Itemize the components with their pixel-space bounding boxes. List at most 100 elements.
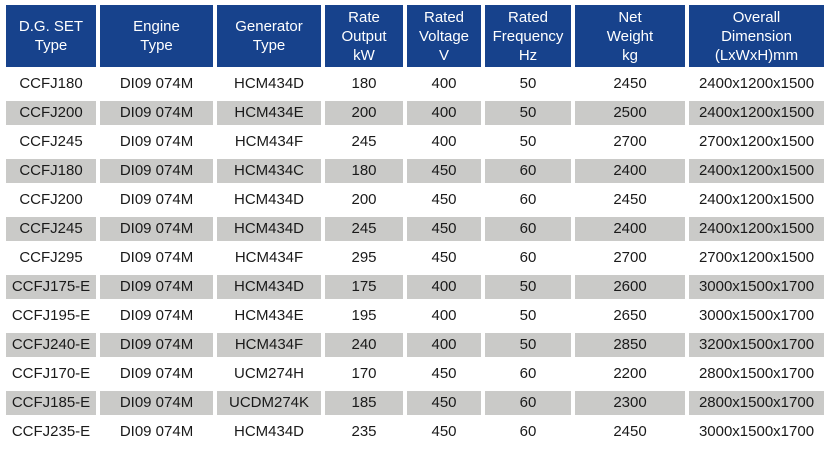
- table-cell: 2400x1200x1500: [689, 217, 824, 241]
- table-cell: 195: [325, 304, 403, 328]
- table-row: CCFJ245 DI09 074M HCM434F 245 400 50 2700 2700x…: [6, 130, 824, 154]
- table-cell: 400: [407, 333, 481, 357]
- dg-set-spec-table: D.G. SET Type Engine Type Generator Type…: [2, 0, 828, 449]
- table-cell: 60: [485, 246, 571, 270]
- table-cell: HCM434C: [217, 159, 321, 183]
- table-cell: CCFJ240-E: [6, 333, 96, 357]
- table-cell: HCM434D: [217, 420, 321, 444]
- table-cell: 3000x1500x1700: [689, 420, 824, 444]
- table-cell: 60: [485, 391, 571, 415]
- table-cell: 3000x1500x1700: [689, 304, 824, 328]
- table-cell: DI09 074M: [100, 246, 213, 270]
- table-cell: DI09 074M: [100, 333, 213, 357]
- table-cell: 400: [407, 101, 481, 125]
- table-cell: CCFJ195-E: [6, 304, 96, 328]
- table-cell: 2450: [575, 188, 685, 212]
- table-row: CCFJ200 DI09 074M HCM434D 200 450 60 2450 2400x…: [6, 188, 824, 212]
- table-cell: 2700: [575, 130, 685, 154]
- table-row: CCFJ175-E DI09 074M HCM434D 175 400 50 2600 300…: [6, 275, 824, 299]
- table-cell: 450: [407, 188, 481, 212]
- table-cell: UCM274H: [217, 362, 321, 386]
- table-cell: DI09 074M: [100, 420, 213, 444]
- table-cell: HCM434F: [217, 130, 321, 154]
- table-cell: DI09 074M: [100, 159, 213, 183]
- table-cell: 2450: [575, 72, 685, 96]
- table-cell: 50: [485, 130, 571, 154]
- table-row: CCFJ295 DI09 074M HCM434F 295 450 60 2700 2700x…: [6, 246, 824, 270]
- table-cell: DI09 074M: [100, 130, 213, 154]
- table-cell: 180: [325, 72, 403, 96]
- table-row: CCFJ185-E DI09 074M UCDM274K 185 450 60 2300 28…: [6, 391, 824, 415]
- table-cell: HCM434F: [217, 246, 321, 270]
- table-cell: 50: [485, 333, 571, 357]
- table-cell: 2400: [575, 217, 685, 241]
- table-cell: 2600: [575, 275, 685, 299]
- col-header-engine-type: Engine Type: [100, 5, 213, 67]
- table-cell: DI09 074M: [100, 304, 213, 328]
- table-cell: 60: [485, 362, 571, 386]
- table-cell: 200: [325, 188, 403, 212]
- table-cell: DI09 074M: [100, 275, 213, 299]
- table-header: D.G. SET Type Engine Type Generator Type…: [6, 5, 824, 67]
- table-cell: 450: [407, 159, 481, 183]
- table-cell: 240: [325, 333, 403, 357]
- table-cell: HCM434D: [217, 72, 321, 96]
- table-body: CCFJ180 DI09 074M HCM434D 180 400 50 2450 2400x…: [6, 72, 824, 444]
- table-cell: 2800x1500x1700: [689, 391, 824, 415]
- table-cell: HCM434F: [217, 333, 321, 357]
- table-cell: 170: [325, 362, 403, 386]
- spec-table-container: D.G. SET Type Engine Type Generator Type…: [2, 0, 828, 449]
- table-cell: HCM434D: [217, 275, 321, 299]
- col-header-dg-set-type: D.G. SET Type: [6, 5, 96, 67]
- table-row: CCFJ170-E DI09 074M UCM274H 170 450 60 2200 280…: [6, 362, 824, 386]
- col-header-rated-voltage: Rated Voltage V: [407, 5, 481, 67]
- table-cell: 200: [325, 101, 403, 125]
- table-cell: 2650: [575, 304, 685, 328]
- table-cell: 60: [485, 188, 571, 212]
- table-header-row: D.G. SET Type Engine Type Generator Type…: [6, 5, 824, 67]
- table-cell: 50: [485, 275, 571, 299]
- table-cell: 450: [407, 420, 481, 444]
- table-cell: 450: [407, 246, 481, 270]
- table-cell: 295: [325, 246, 403, 270]
- table-cell: 2400x1200x1500: [689, 188, 824, 212]
- table-cell: 50: [485, 101, 571, 125]
- table-cell: 2400x1200x1500: [689, 72, 824, 96]
- table-cell: CCFJ170-E: [6, 362, 96, 386]
- table-row: CCFJ240-E DI09 074M HCM434F 240 400 50 2850 320…: [6, 333, 824, 357]
- table-row: CCFJ180 DI09 074M HCM434C 180 450 60 2400 2400x…: [6, 159, 824, 183]
- table-cell: 2300: [575, 391, 685, 415]
- table-cell: CCFJ185-E: [6, 391, 96, 415]
- table-cell: CCFJ245: [6, 217, 96, 241]
- table-cell: 60: [485, 159, 571, 183]
- col-header-net-weight: Net Weight kg: [575, 5, 685, 67]
- table-cell: 50: [485, 72, 571, 96]
- table-cell: 2700x1200x1500: [689, 246, 824, 270]
- table-cell: 400: [407, 72, 481, 96]
- table-cell: DI09 074M: [100, 391, 213, 415]
- table-cell: 2400: [575, 159, 685, 183]
- table-cell: DI09 074M: [100, 101, 213, 125]
- table-cell: 400: [407, 130, 481, 154]
- table-cell: 245: [325, 217, 403, 241]
- table-cell: 3000x1500x1700: [689, 275, 824, 299]
- table-cell: DI09 074M: [100, 217, 213, 241]
- table-cell: 2500: [575, 101, 685, 125]
- table-cell: 400: [407, 304, 481, 328]
- table-cell: DI09 074M: [100, 362, 213, 386]
- table-cell: 2700: [575, 246, 685, 270]
- table-cell: HCM434E: [217, 101, 321, 125]
- table-row: CCFJ180 DI09 074M HCM434D 180 400 50 2450 2400x…: [6, 72, 824, 96]
- table-cell: 235: [325, 420, 403, 444]
- table-row: CCFJ200 DI09 074M HCM434E 200 400 50 2500 2400x…: [6, 101, 824, 125]
- table-cell: 3200x1500x1700: [689, 333, 824, 357]
- table-cell: 175: [325, 275, 403, 299]
- table-cell: CCFJ200: [6, 188, 96, 212]
- table-cell: 185: [325, 391, 403, 415]
- col-header-overall-dimension: Overall Dimension (LxWxH)mm: [689, 5, 824, 67]
- table-row: CCFJ245 DI09 074M HCM434D 245 450 60 2400 2400x…: [6, 217, 824, 241]
- table-cell: 180: [325, 159, 403, 183]
- table-cell: CCFJ175-E: [6, 275, 96, 299]
- table-cell: CCFJ200: [6, 101, 96, 125]
- table-cell: 2400x1200x1500: [689, 101, 824, 125]
